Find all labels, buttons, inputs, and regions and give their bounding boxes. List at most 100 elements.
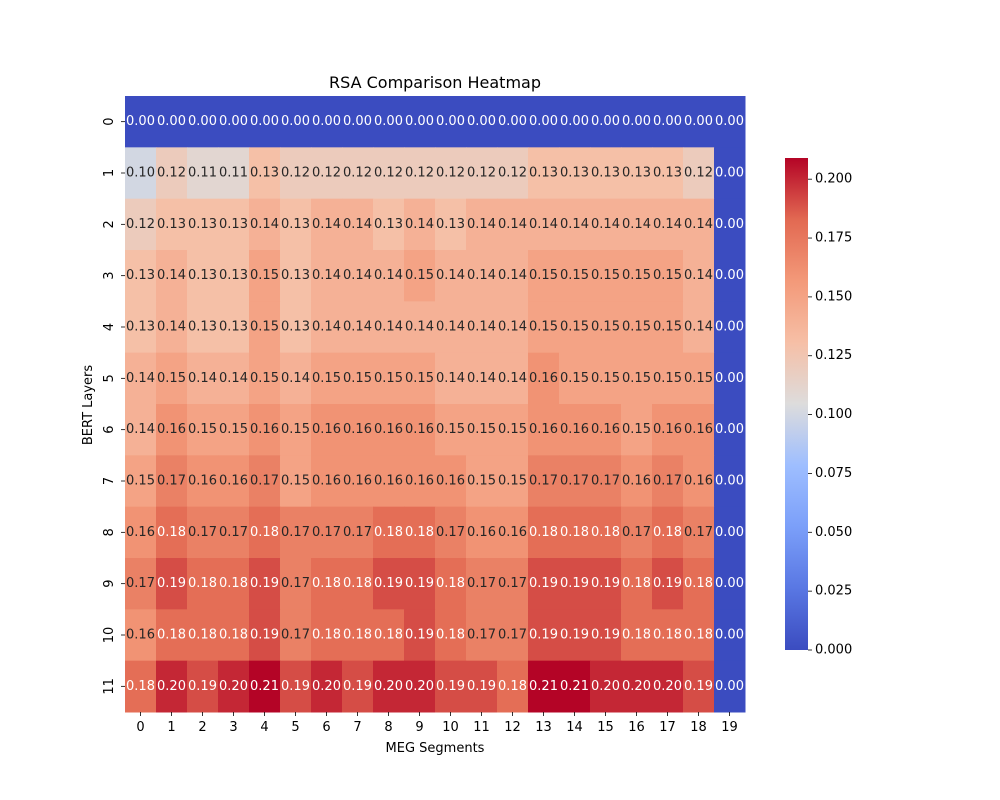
cell-value-label: 0.14	[684, 217, 713, 232]
heatmap-cell	[559, 404, 591, 456]
heatmap-cell	[466, 455, 498, 508]
heatmap-cell	[435, 352, 467, 405]
heatmap-cell	[342, 558, 374, 610]
heatmap-cell	[559, 352, 591, 405]
cell-value-label: 0.19	[405, 576, 434, 591]
heatmap-cell	[187, 198, 219, 251]
cell-value-label: 0.00	[498, 114, 527, 129]
heatmap-cell	[249, 404, 281, 456]
cell-value-label: 0.16	[343, 422, 372, 437]
heatmap-cell	[497, 147, 529, 200]
cell-value-label: 0.14	[250, 217, 279, 232]
cell-value-label: 0.16	[591, 422, 620, 437]
cell-value-label: 0.14	[281, 371, 310, 386]
heatmap-annotations: 0.00 0.00 0.00 0.00 0.00 0.00 0.00 0.00 0.00 0.00…	[126, 114, 744, 694]
heatmap-cell	[435, 455, 467, 508]
cell-value-label: 0.15	[219, 422, 248, 437]
cell-value-label: 0.18	[374, 525, 403, 540]
x-tick-label: 2	[198, 720, 206, 735]
cell-value-label: 0.19	[560, 628, 589, 643]
heatmap-cell	[125, 558, 157, 610]
cell-value-label: 0.14	[436, 371, 465, 386]
heatmap-cell	[621, 455, 653, 508]
colorbar-ticks: 0.000 0.025 0.050 0.075 0.100 0.125 0.150 0.175…	[808, 172, 852, 658]
colorbar-tick-label: 0.175	[815, 231, 852, 246]
cell-value-label: 0.18	[343, 628, 372, 643]
cell-value-label: 0.15	[653, 320, 682, 335]
cell-value-label: 0.14	[498, 320, 527, 335]
cell-value-label: 0.14	[126, 422, 155, 437]
y-axis-label: BERT Layers	[81, 365, 96, 446]
heatmap-cell	[497, 660, 529, 713]
heatmap-cell	[528, 404, 560, 456]
cell-value-label: 0.13	[436, 217, 465, 232]
heatmap-cell	[342, 198, 374, 251]
x-tick-label: 13	[535, 720, 552, 735]
heatmap-cell	[621, 96, 653, 148]
heatmap-cell	[280, 250, 312, 302]
cell-value-label: 0.19	[529, 576, 558, 591]
heatmap-cell	[187, 609, 219, 662]
heatmap-cell	[683, 147, 715, 200]
cell-value-label: 0.12	[374, 166, 403, 181]
x-tick-label: 16	[628, 720, 645, 735]
cell-value-label: 0.00	[529, 114, 558, 129]
cell-value-label: 0.15	[529, 320, 558, 335]
cell-value-label: 0.00	[715, 422, 744, 437]
cell-value-label: 0.16	[529, 371, 558, 386]
heatmap-cell	[373, 660, 405, 713]
cell-value-label: 0.17	[281, 525, 310, 540]
cell-value-label: 0.15	[157, 371, 186, 386]
cell-value-label: 0.13	[188, 217, 217, 232]
cell-value-label: 0.00	[467, 114, 496, 129]
heatmap-cell	[404, 558, 436, 610]
cell-value-label: 0.14	[467, 371, 496, 386]
cell-value-label: 0.16	[684, 422, 713, 437]
heatmap-cell	[528, 660, 560, 713]
heatmap-cell	[156, 506, 188, 559]
cell-value-label: 0.17	[250, 474, 279, 489]
cell-value-label: 0.17	[312, 525, 341, 540]
cell-value-label: 0.00	[250, 114, 279, 129]
cell-value-label: 0.13	[622, 166, 651, 181]
heatmap-cell	[218, 404, 250, 456]
heatmap-cell	[714, 198, 746, 251]
heatmap-cell	[435, 301, 467, 354]
cell-value-label: 0.14	[622, 217, 651, 232]
heatmap-cell	[590, 147, 622, 200]
heatmap-cell	[497, 609, 529, 662]
heatmap-cell	[528, 609, 560, 662]
heatmap-cell	[497, 455, 529, 508]
heatmap-cell	[404, 506, 436, 559]
cell-value-label: 0.13	[591, 166, 620, 181]
cell-value-label: 0.15	[622, 320, 651, 335]
cell-value-label: 0.15	[405, 371, 434, 386]
cell-value-label: 0.18	[436, 576, 465, 591]
cell-value-label: 0.00	[715, 679, 744, 694]
y-tick-label: 4	[102, 323, 117, 331]
heatmap-cell	[528, 147, 560, 200]
heatmap-cell	[590, 404, 622, 456]
heatmap-cell	[435, 404, 467, 456]
heatmap-cell	[311, 250, 343, 302]
heatmap-cell	[187, 558, 219, 610]
heatmap-cell	[621, 660, 653, 713]
cell-value-label: 0.15	[436, 422, 465, 437]
heatmap-cell	[125, 352, 157, 405]
heatmap-cell	[373, 404, 405, 456]
heatmap-cell	[125, 506, 157, 559]
colorbar: 0.000 0.025 0.050 0.075 0.100 0.125 0.150 0.175…	[785, 158, 852, 658]
heatmap-cell	[528, 455, 560, 508]
x-tick-label: 15	[597, 720, 614, 735]
heatmap-cell	[466, 301, 498, 354]
colorbar-tick-label: 0.150	[815, 289, 852, 304]
heatmap-cell	[187, 455, 219, 508]
heatmap-cell	[125, 250, 157, 302]
heatmap-cell	[590, 250, 622, 302]
heatmap-cell	[311, 404, 343, 456]
cell-value-label: 0.15	[126, 474, 155, 489]
cell-value-label: 0.15	[281, 474, 310, 489]
cell-value-label: 0.21	[250, 679, 279, 694]
heatmap-cell	[156, 301, 188, 354]
heatmap-cell	[652, 147, 684, 200]
